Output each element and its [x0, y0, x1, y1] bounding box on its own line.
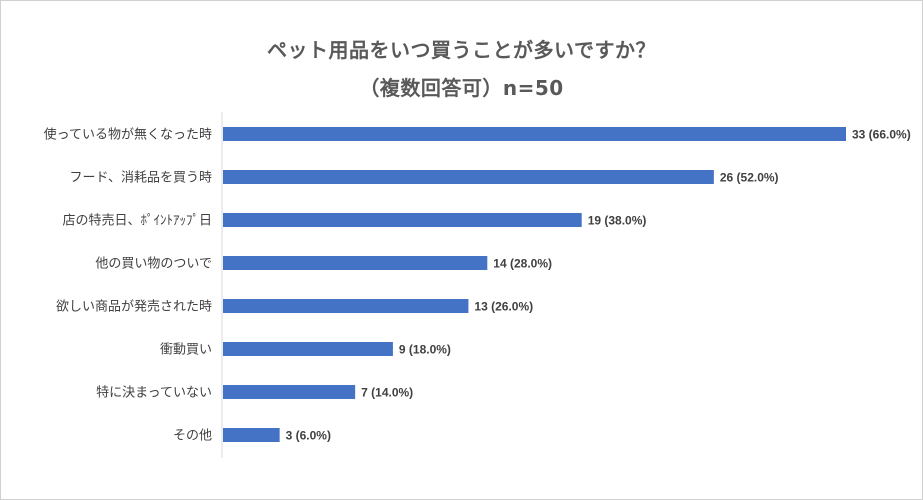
data-label: 7 (14.0%) — [361, 386, 413, 400]
data-label: 19 (38.0%) — [588, 214, 647, 228]
data-label: 26 (52.0%) — [720, 171, 779, 185]
bar — [223, 428, 280, 442]
category-label: 店の特売日、ﾎﾟｲﾝﾄｱｯﾌﾟ日 — [62, 213, 212, 229]
bar — [223, 299, 469, 313]
data-label: 3 (6.0%) — [286, 429, 331, 443]
category-label: 使っている物が無くなった時 — [44, 127, 212, 143]
category-label: 衝動買い — [160, 343, 212, 358]
category-label: フード、消耗品を買う時 — [70, 171, 212, 186]
chart-title: ペット用品をいつ買うことが多いですか？ — [267, 38, 656, 62]
bar — [223, 342, 393, 356]
category-label: 特に決まっていない — [96, 386, 212, 401]
category-label: その他 — [173, 429, 212, 444]
chart-subtitle: （複数回答可）n=50 — [359, 76, 564, 100]
bar — [223, 170, 714, 184]
data-label: 13 (26.0%) — [474, 300, 533, 314]
bar — [223, 213, 582, 227]
bar — [223, 256, 488, 270]
data-label: 9 (18.0%) — [399, 343, 451, 357]
category-label: 他の買い物のついで — [95, 257, 212, 272]
data-label: 14 (28.0%) — [493, 257, 552, 271]
category-label: 欲しい商品が発売された時 — [56, 299, 212, 315]
bar — [223, 385, 356, 399]
data-label: 33 (66.0%) — [852, 128, 911, 142]
bar — [223, 127, 846, 141]
